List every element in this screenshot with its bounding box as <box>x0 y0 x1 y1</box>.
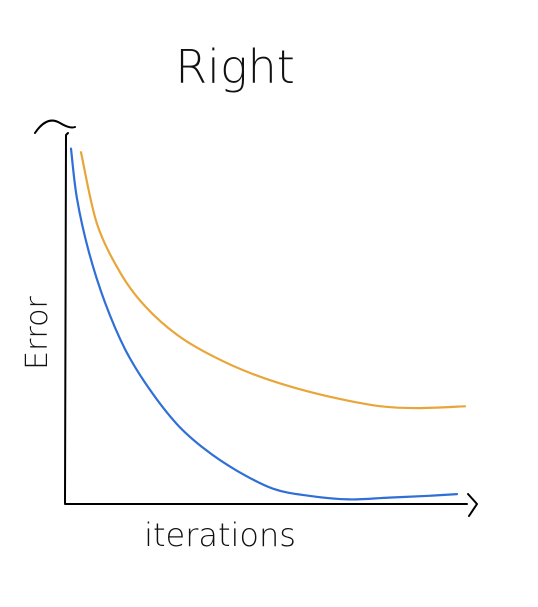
axes <box>34 119 478 517</box>
y-axis-arrow <box>34 119 76 134</box>
series-line-1 <box>79 151 467 410</box>
x-axis-label: iterations <box>144 516 296 554</box>
series-layer <box>69 147 467 501</box>
series-line-2 <box>69 147 459 501</box>
x-axis-arrow <box>467 493 478 517</box>
chart-title: Right <box>175 40 295 94</box>
y-axis-label: Error <box>20 296 55 370</box>
y-axis-line <box>64 132 69 504</box>
